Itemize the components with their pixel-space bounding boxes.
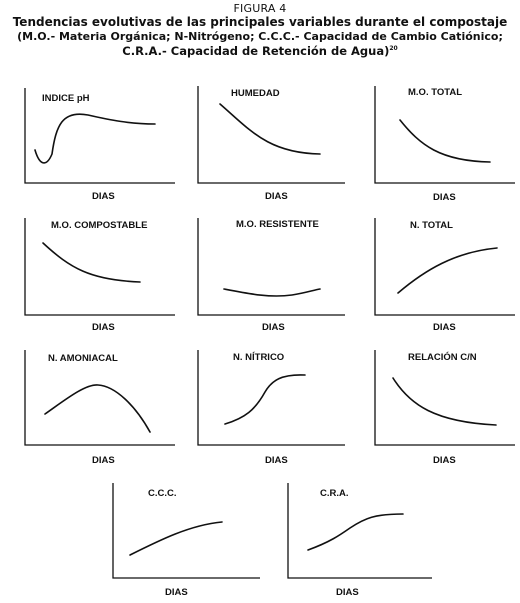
panel-curve: [129, 521, 223, 556]
panel-curve: [307, 513, 404, 551]
panel-mo-compostable: M.O. COMPOSTABLE DIAS: [24, 218, 175, 333]
panel-title: HUMEDAD: [231, 88, 280, 99]
title-line-3-text: C.R.A.- Capacidad de Retención de Agua): [122, 44, 390, 58]
panel-xlabel: DIAS: [336, 587, 359, 598]
panel-n-nitrico: N. NÍTRICO DIAS: [197, 350, 345, 466]
panel-ccc: C.C.C. DIAS: [112, 483, 260, 598]
panel-axes: [374, 218, 515, 316]
panel-xlabel: DIAS: [262, 322, 285, 333]
panel-xlabel: DIAS: [433, 455, 456, 466]
panel-xlabel: DIAS: [433, 192, 456, 203]
figure-label: FIGURA 4: [233, 2, 287, 15]
panel-xlabel: DIAS: [265, 191, 288, 202]
panel-axes: [24, 350, 175, 446]
panel-axes: [24, 88, 175, 184]
panel-xlabel: DIAS: [165, 587, 188, 598]
panel-xlabel: DIAS: [92, 455, 115, 466]
panel-axes: [197, 86, 345, 184]
panel-ph: INDICE pH DIAS: [24, 88, 175, 202]
panel-curve: [224, 374, 306, 425]
panel-axes: [374, 350, 515, 446]
panel-title: M.O. RESISTENTE: [236, 219, 319, 230]
panel-curve: [397, 247, 498, 294]
panel-title: INDICE pH: [42, 93, 90, 104]
panel-mo-resistente: M.O. RESISTENTE DIAS: [197, 218, 345, 333]
panel-curve: [34, 113, 156, 164]
panel-n-amoniacal: N. AMONIACAL DIAS: [24, 350, 175, 466]
panel-title: N. NÍTRICO: [233, 352, 284, 363]
panel-curve: [219, 103, 321, 155]
panel-axes: [197, 350, 345, 446]
panel-curve: [223, 288, 321, 297]
title-line-3: C.R.A.- Capacidad de Retención de Agua)2…: [0, 44, 520, 58]
panel-curve: [42, 242, 141, 283]
title-line-2: (M.O.- Materia Orgánica; N-Nitrógeno; C.…: [17, 30, 503, 43]
panel-title: M.O. COMPOSTABLE: [51, 220, 147, 231]
panel-relacion-cn: RELACIÓN C/N DIAS: [374, 350, 515, 466]
panel-title: C.C.C.: [148, 488, 177, 499]
panel-mo-total: M.O. TOTAL DIAS: [374, 86, 515, 203]
panel-xlabel: DIAS: [92, 322, 115, 333]
title-line-1: Tendencias evolutivas de las principales…: [12, 15, 508, 29]
panel-cra: C.R.A. DIAS: [287, 483, 432, 598]
panel-xlabel: DIAS: [433, 322, 456, 333]
panel-curve: [399, 119, 491, 163]
panel-axes: [197, 218, 345, 316]
panel-axes: [112, 483, 260, 579]
panel-xlabel: DIAS: [92, 191, 115, 202]
panel-title: M.O. TOTAL: [408, 87, 462, 98]
panel-n-total: N. TOTAL DIAS: [374, 218, 515, 333]
panel-xlabel: DIAS: [265, 455, 288, 466]
panel-title: N. AMONIACAL: [48, 353, 118, 364]
panel-curve: [392, 377, 497, 426]
panel-axes: [24, 218, 175, 316]
panel-humedad: HUMEDAD DIAS: [197, 86, 345, 202]
panel-title: N. TOTAL: [410, 220, 453, 231]
panel-title: C.R.A.: [320, 488, 349, 499]
panel-curve: [44, 384, 151, 433]
reference-superscript: 20: [389, 45, 398, 53]
panel-title: RELACIÓN C/N: [408, 351, 477, 363]
panel-axes: [287, 483, 432, 579]
panel-axes: [374, 86, 515, 184]
